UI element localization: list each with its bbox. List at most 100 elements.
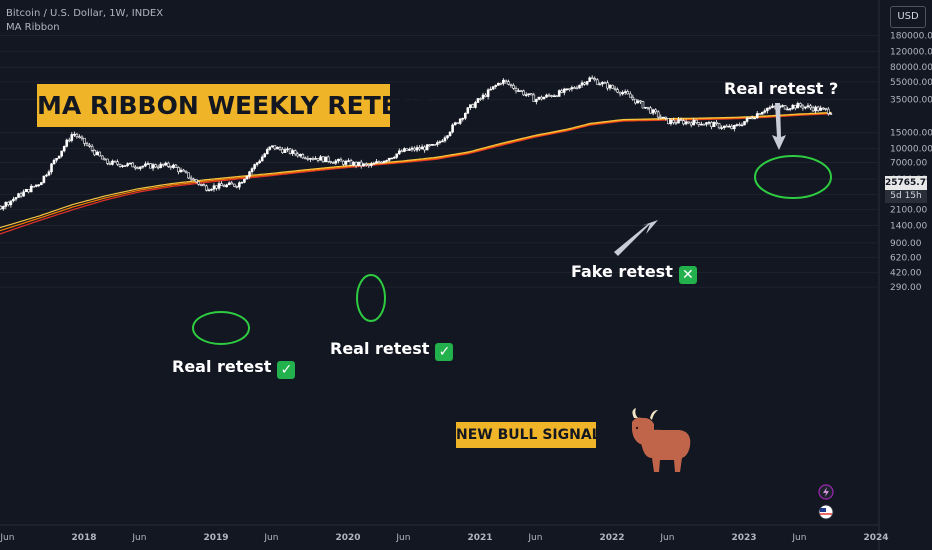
candle-body (37, 184, 41, 187)
candle (590, 75, 594, 80)
candle (593, 76, 597, 82)
indicator-legend[interactable]: MA Ribbon (6, 22, 60, 33)
candle (408, 147, 411, 152)
candle-body (799, 103, 802, 107)
candle (565, 88, 569, 92)
candle (471, 103, 475, 108)
candle (202, 183, 206, 187)
candle (687, 121, 690, 125)
candle (738, 122, 741, 127)
candle (631, 94, 635, 101)
candle-body (387, 157, 391, 161)
highlight-circle (754, 155, 832, 199)
candle (547, 93, 551, 98)
candle-body (32, 185, 36, 188)
candle-body (108, 163, 112, 165)
price-axis[interactable]: 180000.00 120000.00 80000.00 55000.00 35000.… (878, 0, 932, 550)
candle (357, 161, 360, 167)
candle-body (349, 160, 353, 166)
candle (60, 150, 63, 158)
candle-body (258, 160, 261, 164)
candle-body (265, 149, 269, 155)
side-icons[interactable] (818, 484, 834, 520)
candle-body (583, 82, 586, 85)
current-price-tag: 25765.77 (885, 176, 932, 190)
candle-body (227, 182, 231, 186)
candle (217, 181, 221, 191)
lightning-icon[interactable] (818, 484, 834, 500)
candle-body (352, 161, 355, 166)
highlight-circle (356, 274, 386, 322)
candle-body (466, 107, 470, 114)
title-banner: MA RIBBON WEEKLY RETEST (37, 84, 433, 127)
symbol-legend: Bitcoin / U.S. Dollar, 1W, INDEX (6, 8, 164, 19)
currency-button[interactable]: USD (890, 6, 926, 28)
candle (793, 104, 797, 111)
candle (733, 124, 736, 132)
candle-body (230, 182, 234, 185)
candle (385, 159, 388, 163)
candle (522, 89, 525, 96)
candle-body (502, 79, 505, 84)
price-tick-label: 420.00 (890, 269, 922, 279)
candle (42, 175, 46, 184)
candle-body (309, 158, 312, 160)
candle (222, 183, 226, 188)
candle-body (40, 182, 43, 186)
candle-body (202, 184, 206, 187)
candle (220, 181, 223, 186)
candle (760, 111, 764, 115)
candle-body (740, 124, 744, 127)
candle (265, 147, 269, 155)
candle (154, 163, 157, 168)
time-axis[interactable]: Jun 2018 Jun 2019 Jun 2020 Jun 2021 Jun 2022 Jun 20… (0, 524, 889, 543)
candle (814, 105, 817, 114)
candle-body (738, 124, 741, 126)
candle (403, 147, 406, 153)
candle (479, 97, 482, 101)
candle (821, 107, 825, 111)
candle-body (545, 94, 548, 98)
candle (90, 144, 94, 153)
candle (0, 205, 3, 210)
candle (83, 137, 86, 147)
candle-body (314, 158, 317, 160)
candle-body (626, 91, 630, 95)
candle (232, 183, 236, 188)
candle (474, 100, 477, 109)
candle (722, 125, 726, 130)
candle-body (550, 95, 553, 97)
candle-body (824, 108, 828, 110)
time-tick-label: Jun (527, 533, 542, 543)
candle-body (199, 184, 203, 186)
time-tick-label: Jun (131, 533, 146, 543)
candle (271, 145, 274, 148)
candle-body (141, 165, 145, 168)
candle (400, 149, 404, 153)
candle-body (451, 124, 454, 133)
candle (344, 159, 348, 167)
candle (463, 112, 467, 121)
candle (730, 124, 734, 130)
candle (116, 159, 119, 166)
candle-body (661, 116, 665, 119)
highlight-circles (192, 155, 832, 345)
real-retest-arrow (772, 103, 786, 150)
candle-body (408, 148, 411, 151)
candle-body (212, 185, 216, 190)
candle-body (811, 107, 815, 112)
candles (0, 75, 833, 211)
candle (380, 161, 383, 164)
candle-body (7, 201, 10, 206)
candle (829, 111, 833, 115)
candle-body (60, 150, 63, 157)
candle (806, 103, 810, 109)
candle (301, 153, 305, 159)
candle (509, 83, 513, 88)
flag-icon[interactable] (818, 504, 834, 520)
candle (372, 161, 376, 165)
candle-body (27, 189, 30, 193)
candle-body (611, 84, 614, 89)
real-retest-label-1: Real retest ✓ (172, 357, 296, 379)
candle (121, 164, 124, 168)
